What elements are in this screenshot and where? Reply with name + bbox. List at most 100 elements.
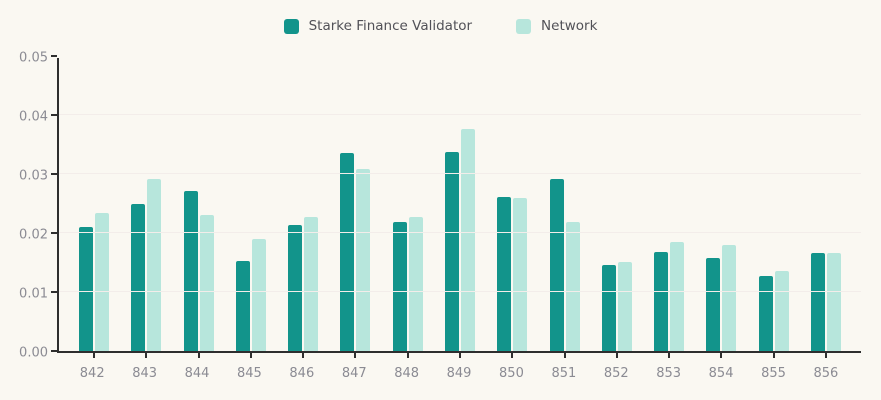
- bar-852-network[interactable]: [617, 261, 632, 351]
- bar-844-network[interactable]: [199, 214, 214, 351]
- bar-852-starke-finance-validator[interactable]: [601, 264, 616, 351]
- bar-854-starke-finance-validator[interactable]: [706, 257, 721, 351]
- x-axis-tick: [824, 353, 827, 358]
- y-axis-tick-label: 0.04: [19, 109, 48, 125]
- bar-846-starke-finance-validator[interactable]: [288, 224, 303, 351]
- bar-group-848: [382, 58, 434, 358]
- x-axis-tick-label: 854: [708, 366, 734, 381]
- x-axis-tick: [458, 353, 461, 358]
- bar-843-starke-finance-validator[interactable]: [131, 203, 146, 351]
- bar-group-847: [329, 58, 381, 358]
- x-label-cell: 856: [800, 362, 852, 381]
- bar-845-network[interactable]: [251, 238, 266, 351]
- gridline: [59, 173, 861, 174]
- x-label-cell: 846: [276, 362, 328, 381]
- x-axis-tick-label: 847: [341, 366, 367, 381]
- bar-847-network[interactable]: [356, 169, 371, 351]
- bar-848-starke-finance-validator[interactable]: [392, 222, 407, 351]
- bar-853-starke-finance-validator[interactable]: [654, 251, 669, 351]
- bar-848-network[interactable]: [408, 217, 423, 351]
- x-axis-tick-label: 848: [394, 366, 420, 381]
- bar-856-starke-finance-validator[interactable]: [810, 253, 825, 351]
- bar-850-network[interactable]: [513, 198, 528, 351]
- bar-group-843: [120, 58, 172, 358]
- legend-item-network[interactable]: Network: [516, 18, 597, 34]
- bar-851-starke-finance-validator[interactable]: [549, 178, 564, 351]
- legend-label-validator: Starke Finance Validator: [308, 18, 473, 34]
- bar-group-855: [747, 58, 799, 358]
- y-axis-tick-label: 0.03: [19, 168, 48, 184]
- bar-849-network[interactable]: [460, 129, 475, 351]
- x-label-cell: 854: [695, 362, 747, 381]
- bar-850-starke-finance-validator[interactable]: [497, 197, 512, 351]
- bar-842-network[interactable]: [95, 212, 110, 351]
- x-axis-tick-label: 850: [499, 366, 524, 381]
- bar-849-starke-finance-validator[interactable]: [444, 151, 459, 351]
- bar-group-851: [538, 58, 590, 358]
- bar-851-network[interactable]: [565, 221, 580, 351]
- x-axis-tick-label: 843: [132, 366, 158, 381]
- x-label-cell: 851: [538, 362, 590, 381]
- x-axis-tick: [145, 353, 148, 358]
- bar-group-852: [591, 58, 643, 358]
- x-axis-tick: [720, 353, 723, 358]
- x-axis-tick: [302, 353, 305, 358]
- x-axis-tick-label: 842: [79, 366, 105, 381]
- bar-group-849: [434, 58, 486, 358]
- bar-855-network[interactable]: [774, 270, 789, 351]
- x-axis-tick-label: 852: [603, 366, 629, 381]
- y-axis-tick: [51, 55, 57, 57]
- validator-series-swatch-icon: [283, 18, 299, 34]
- bar-843-network[interactable]: [147, 178, 162, 351]
- legend-item-validator[interactable]: Starke Finance Validator: [283, 18, 473, 34]
- x-axis-tick: [249, 353, 252, 358]
- bar-group-842: [68, 58, 120, 358]
- x-axis-tick-label: 844: [184, 366, 210, 381]
- x-label-cell: 844: [171, 362, 223, 381]
- bar-854-network[interactable]: [722, 244, 737, 351]
- bar-853-network[interactable]: [670, 241, 685, 351]
- y-axis-tick: [51, 173, 57, 175]
- bar-group-846: [277, 58, 329, 358]
- y-axis-tick-label: 0.05: [19, 50, 48, 66]
- x-label-cell: 855: [747, 362, 799, 381]
- bar-group-856: [800, 58, 852, 358]
- x-axis-tick-label: 856: [813, 366, 839, 381]
- y-axis-labels: 0.00 0.01 0.02 0.03 0.04 0.05: [0, 51, 48, 361]
- bar-845-starke-finance-validator[interactable]: [235, 260, 250, 351]
- x-axis-tick-label: 851: [551, 366, 577, 381]
- legend: Starke Finance Validator Network: [0, 18, 881, 34]
- y-axis-tick: [51, 291, 57, 293]
- y-axis-tick: [51, 350, 57, 352]
- gridline: [59, 114, 861, 115]
- x-label-cell: 843: [118, 362, 170, 381]
- bar-842-starke-finance-validator[interactable]: [79, 227, 94, 351]
- bar-856-network[interactable]: [826, 252, 841, 351]
- x-axis-tick-label: 853: [656, 366, 682, 381]
- bar-844-starke-finance-validator[interactable]: [183, 191, 198, 351]
- bar-group-850: [486, 58, 538, 358]
- bar-group-854: [695, 58, 747, 358]
- x-axis-tick: [354, 353, 357, 358]
- x-axis-tick-label: 849: [446, 366, 472, 381]
- bar-846-network[interactable]: [304, 216, 319, 351]
- x-axis-tick: [563, 353, 566, 358]
- x-axis-tick: [406, 353, 409, 358]
- x-axis-tick-label: 845: [237, 366, 262, 381]
- x-axis-tick-label: 855: [761, 366, 786, 381]
- bar-847-starke-finance-validator[interactable]: [340, 153, 355, 351]
- bar-group-853: [643, 58, 695, 358]
- network-series-swatch-icon: [516, 18, 532, 34]
- x-axis-tick: [668, 353, 671, 358]
- bar-855-starke-finance-validator[interactable]: [758, 276, 773, 351]
- x-axis-tick: [197, 353, 200, 358]
- x-axis-tick-label: 846: [289, 366, 315, 381]
- x-axis-tick: [511, 353, 514, 358]
- y-axis-tick-label: 0.01: [19, 286, 48, 302]
- gridline: [59, 291, 861, 292]
- x-label-cell: 845: [223, 362, 275, 381]
- bar-group-844: [173, 58, 225, 358]
- gridline: [59, 232, 861, 233]
- x-label-cell: 848: [380, 362, 432, 381]
- bars-row: [59, 58, 861, 358]
